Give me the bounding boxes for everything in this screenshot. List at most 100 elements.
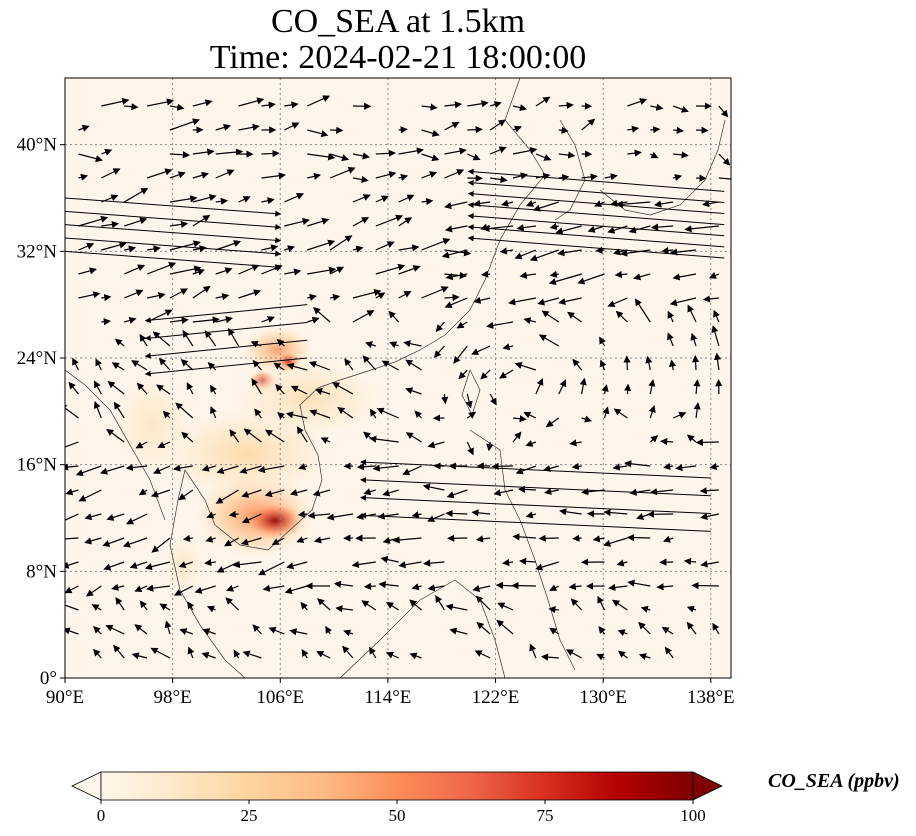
wind-arrow	[525, 200, 537, 207]
wind-arrow	[306, 239, 336, 251]
wind-arrow	[398, 291, 412, 299]
wind-arrow	[113, 401, 125, 419]
wind-arrow	[650, 126, 661, 134]
wind-arrow	[709, 462, 720, 470]
lon-tick-label: 130°E	[579, 687, 627, 708]
wind-arrow	[307, 266, 337, 275]
wind-arrow	[545, 417, 560, 428]
wind-arrow	[555, 225, 582, 235]
wind-arrow	[115, 597, 125, 611]
wind-arrow	[102, 537, 125, 547]
wind-arrow	[558, 126, 569, 134]
wind-arrow	[686, 434, 697, 443]
wind-arrow	[125, 463, 148, 472]
wind-arrow	[307, 129, 329, 138]
wind-arrow	[444, 121, 460, 131]
wind-arrow	[673, 174, 683, 182]
wind-arrow	[215, 124, 231, 131]
wind-arrow	[375, 263, 406, 275]
wind-arrow	[372, 464, 399, 472]
wind-arrow	[508, 297, 537, 306]
wind-arrow	[131, 360, 148, 371]
wind-arrow	[262, 584, 285, 592]
wind-arrow	[307, 153, 336, 161]
wind-arrow	[465, 393, 473, 409]
coastline-thailand	[169, 469, 269, 678]
wind-arrow	[169, 195, 198, 203]
wind-arrow	[650, 223, 674, 231]
wind-arrow	[124, 245, 137, 253]
wind-arrow	[284, 101, 299, 109]
wind-arrow	[85, 585, 102, 597]
wind-arrow	[78, 125, 90, 132]
wind-arrow	[375, 241, 395, 251]
wind-arrow	[204, 558, 216, 567]
wind-arrow	[95, 358, 102, 371]
wind-arrow	[306, 95, 331, 107]
wind-arrow	[101, 318, 111, 326]
wind-arrow	[175, 402, 194, 419]
wind-arrow	[446, 489, 468, 499]
wind-arrow	[205, 535, 216, 543]
wind-arrow	[307, 217, 330, 227]
wind-arrow	[403, 340, 422, 348]
wind-arrow	[456, 321, 468, 329]
wind-arrow	[502, 558, 514, 567]
wind-arrow	[169, 316, 189, 325]
wind-arrow	[623, 355, 631, 371]
coastline-vietnam	[267, 387, 323, 551]
wind-arrow	[180, 359, 194, 371]
wind-arrow	[113, 644, 125, 659]
wind-arrow	[156, 384, 171, 395]
wind-arrow	[398, 126, 408, 134]
wind-arrow	[158, 357, 171, 371]
wind-arrow	[169, 118, 200, 131]
wind-arrow	[638, 621, 651, 635]
wind-arrow	[617, 650, 628, 659]
wind-arrow	[398, 265, 421, 275]
wind-arrow	[702, 200, 719, 208]
lon-tick-label: 138°E	[687, 687, 735, 708]
wind-arrow	[548, 606, 559, 614]
wind-arrow	[264, 489, 285, 498]
wind-arrow	[687, 304, 697, 323]
wind-arrow	[169, 171, 186, 179]
wind-arrow	[567, 311, 582, 323]
wind-arrow	[599, 359, 607, 371]
wind-arrow	[103, 561, 125, 571]
wind-arrow	[65, 601, 79, 611]
wind-arrow	[471, 509, 491, 517]
wind-arrow	[254, 408, 262, 419]
wind-arrow	[153, 465, 171, 474]
wind-arrow	[238, 289, 262, 299]
wind-arrow	[558, 379, 567, 395]
wind-arrow	[691, 355, 700, 371]
wind-arrow	[656, 583, 674, 591]
plume-tonle-sap-core	[245, 502, 305, 540]
wind-arrow	[627, 98, 648, 107]
wind-arrow	[68, 381, 79, 395]
wind-arrow	[499, 247, 514, 255]
wind-arrow	[261, 316, 275, 323]
wind-arrow	[421, 171, 438, 179]
wind-arrow	[540, 653, 559, 661]
wind-arrow	[252, 624, 262, 635]
wind-arrow	[329, 293, 341, 301]
wind-arrow	[380, 556, 399, 564]
wind-arrow	[718, 153, 731, 166]
wind-arrow	[501, 199, 514, 207]
wind-arrow	[627, 149, 642, 157]
wind-arrow	[571, 462, 582, 470]
wind-arrow	[672, 411, 687, 419]
wind-arrow	[490, 175, 508, 184]
wind-arrow	[139, 333, 148, 347]
wind-arrow	[312, 307, 331, 323]
wind-streak	[467, 202, 725, 226]
wind-arrow	[206, 511, 216, 519]
wind-arrow	[549, 627, 560, 635]
wind-arrow	[134, 624, 148, 635]
wind-arrow	[182, 329, 194, 347]
wind-arrow	[607, 225, 628, 234]
wind-arrow	[146, 584, 171, 592]
wind-arrow	[480, 270, 491, 278]
